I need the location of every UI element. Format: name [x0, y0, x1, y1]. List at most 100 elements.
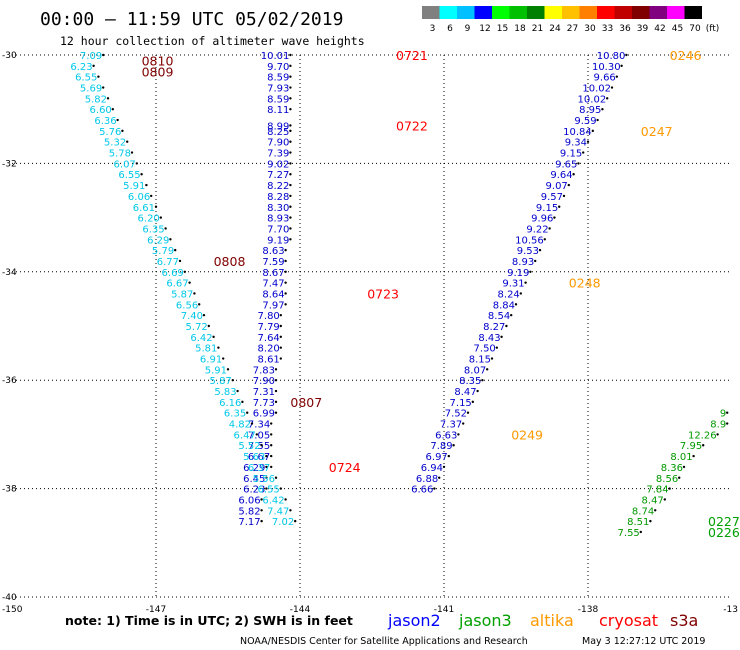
- jason2-value: 8.43: [478, 333, 500, 344]
- jason2-value: 7.15: [450, 398, 472, 409]
- jason3-point: [692, 454, 695, 458]
- s3a-point: [270, 465, 273, 469]
- s3a-value: 6.23: [70, 62, 92, 73]
- jason2-point: [606, 97, 609, 100]
- jason2-point: [438, 476, 441, 479]
- y-tick-label: -30: [2, 51, 17, 61]
- s3a-value: 7.02: [272, 517, 294, 528]
- s3a-point: [140, 173, 143, 176]
- scale-swatch: [457, 6, 475, 19]
- cryosat-point: [284, 270, 287, 273]
- s3a-value: 6.07: [114, 159, 136, 170]
- legend-jason3: jason3: [458, 611, 512, 630]
- cryosat-point: [279, 346, 282, 349]
- s3a-point: [265, 454, 268, 458]
- s3a-value: 5.91: [123, 181, 145, 192]
- s3a-value: 6.20: [138, 214, 160, 225]
- jason2-point: [457, 433, 460, 436]
- s3a-point: [111, 108, 115, 111]
- s3a-point: [289, 509, 292, 512]
- jason3-point: [726, 411, 729, 414]
- y-tick-label: -40: [2, 593, 17, 603]
- cryosat-value: 7.27: [267, 170, 289, 181]
- legend-jason2: jason2: [387, 611, 441, 630]
- jason2-point: [514, 303, 518, 306]
- s3a-value: 6.35: [224, 409, 246, 420]
- jason2-value: 9.22: [526, 224, 548, 235]
- time-label: 0247: [641, 124, 673, 139]
- s3a-point: [246, 411, 249, 414]
- s3a-value: 6.67: [166, 279, 188, 290]
- scale-swatch: [614, 6, 632, 19]
- s3a-value: 6.77: [157, 257, 179, 268]
- s3a-value: 5.83: [214, 387, 236, 398]
- s3a-point: [207, 324, 210, 328]
- jason3-point: [702, 444, 705, 447]
- jason2-value: 9.57: [541, 192, 563, 203]
- s3a-point: [231, 379, 234, 382]
- jason3-point: [663, 498, 666, 501]
- cryosat-point: [279, 324, 282, 328]
- scale-label: 21: [532, 24, 543, 34]
- jason3-value: 8.56: [656, 474, 678, 485]
- s3a-point: [193, 292, 196, 295]
- cryosat-point: [260, 509, 263, 512]
- jason2-value: 8.27: [483, 322, 505, 333]
- cryosat-point: [284, 259, 287, 263]
- x-tick-label: -144: [290, 605, 311, 615]
- s3a-point: [169, 238, 172, 241]
- s3a-value: 5.91: [205, 365, 227, 376]
- cryosat-value: 6.67: [248, 452, 270, 463]
- cryosat-point: [270, 454, 273, 458]
- scale-label: 42: [654, 24, 665, 34]
- jason2-point: [486, 368, 489, 371]
- time-label: 0248: [569, 276, 601, 291]
- x-corner-left: -150: [2, 605, 23, 615]
- scale-label: 18: [514, 24, 526, 34]
- jason2-value: 7.89: [430, 441, 452, 452]
- s3a-point: [279, 487, 282, 490]
- time-label: 0227: [708, 514, 740, 529]
- jason2-value: 9.34: [565, 138, 587, 149]
- jason3-point: [726, 422, 729, 425]
- scale-swatch: [422, 6, 440, 19]
- jason2-point: [524, 281, 527, 284]
- s3a-point: [116, 118, 119, 122]
- s3a-value: 5.32: [104, 138, 126, 149]
- time-label: 0723: [367, 286, 399, 301]
- footer-credit: NOAA/NESDIS Center for Satellite Applica…: [240, 636, 528, 647]
- s3a-point: [188, 281, 191, 284]
- jason2-point: [490, 357, 494, 360]
- cryosat-value: 7.39: [267, 149, 289, 160]
- scale-swatch: [667, 6, 685, 19]
- jason3-point: [668, 487, 671, 490]
- cryosat-value: 7.47: [262, 279, 284, 290]
- s3a-point: [154, 205, 158, 208]
- scale-swatch: [544, 6, 562, 19]
- s3a-value: 6.60: [90, 105, 112, 116]
- cryosat-point: [284, 303, 287, 306]
- scale-label: 12: [479, 24, 490, 34]
- jason2-point: [610, 86, 614, 89]
- s3a-value: 5.87: [210, 376, 232, 387]
- s3a-point: [135, 162, 138, 165]
- jason2-point: [543, 238, 546, 241]
- jason2-value: 9.07: [546, 181, 568, 192]
- s3a-value: 5.81: [195, 344, 217, 355]
- jason2-point: [481, 379, 484, 382]
- cryosat-point: [260, 519, 263, 523]
- jason2-point: [510, 313, 513, 317]
- jason3-value: 9: [720, 409, 726, 420]
- s3a-point: [145, 183, 148, 187]
- cryosat-point: [279, 335, 282, 339]
- time-label: 0810: [142, 53, 174, 68]
- cryosat-value: 7.80: [258, 311, 280, 322]
- jason2-value: 7.37: [440, 420, 462, 431]
- cryosat-point: [274, 411, 278, 414]
- x-tick-label: -141: [434, 605, 454, 615]
- s3a-value: 5.79: [152, 246, 174, 257]
- s3a-value: 5.69: [80, 84, 102, 95]
- x-tick-label: -138: [578, 605, 599, 615]
- x-tick-label: -147: [146, 605, 166, 615]
